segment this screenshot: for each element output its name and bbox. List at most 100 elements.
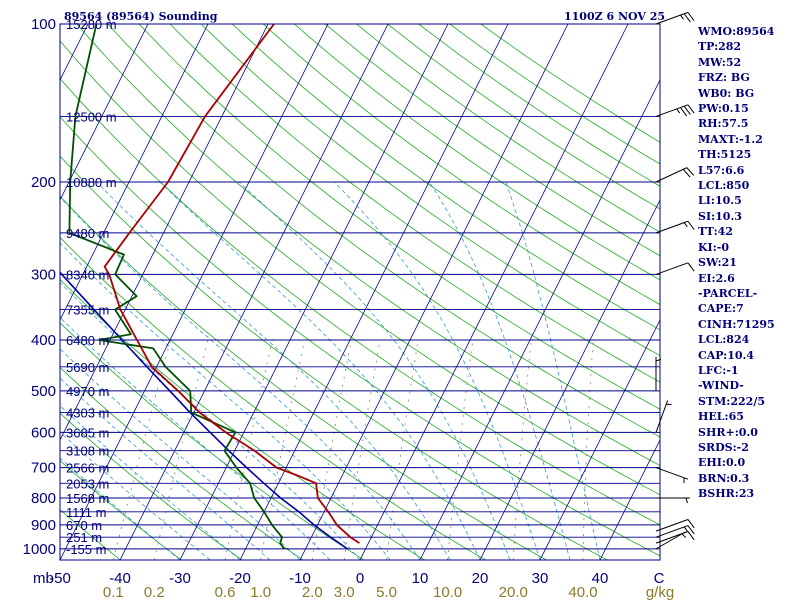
wind-barb-flag: [687, 519, 695, 529]
wind-barb: [655, 220, 695, 234]
moist-adiabat: [159, 181, 481, 560]
dry-adiabat: [325, 24, 660, 257]
isotherm: [179, 24, 449, 560]
index-item: LCL:850: [698, 179, 750, 193]
wind-barb-flag: [687, 525, 695, 535]
isotherm: [60, 24, 269, 441]
index-item: WB0: BG: [698, 86, 755, 100]
mixing-ratio-line: [311, 339, 352, 560]
dry-adiabat: [60, 509, 121, 560]
temperature-tick-label: -20: [229, 570, 251, 587]
mixing-ratio-label: 5.0: [376, 584, 397, 600]
wind-barb-shaft: [655, 531, 686, 550]
dry-adiabat: [60, 278, 425, 560]
pressure-tick-label: 500: [31, 383, 56, 400]
mixing-ratio-line: [224, 339, 273, 560]
wind-barb-flag: [687, 12, 695, 22]
profiles: [60, 24, 360, 550]
wind-barb-shaft: [655, 525, 689, 538]
dry-adiabat: [60, 322, 365, 560]
moist-adiabat: [60, 405, 241, 560]
moist-adiabat: [60, 431, 211, 560]
wind-barb-half-flag: [681, 533, 687, 538]
wind-barb: [655, 525, 695, 538]
dry-adiabat: [138, 24, 660, 410]
indices-panel: WMO:89564 TP:282 MW:52 FRZ: BG WB0: BG PW:0.1…: [698, 24, 798, 502]
pressure-tick-label: 700: [31, 460, 56, 477]
index-item: FRZ: BG: [698, 71, 750, 85]
height-label: 1111 m: [66, 505, 106, 520]
moist-adiabat: [60, 281, 361, 560]
moist-adiabat: [96, 181, 451, 560]
wind-barb-flag: [683, 13, 691, 23]
wind-barbs: [655, 11, 695, 550]
height-label: 3108 m: [66, 444, 109, 459]
wind-barb-half-flag: [683, 222, 688, 228]
temperature-tick-label: 0: [356, 570, 364, 587]
isotherm: [479, 199, 660, 560]
moist-adiabat: [429, 181, 571, 560]
mixing-ratio-line: [386, 339, 419, 560]
height-label: -155 m: [66, 542, 106, 557]
wind-barb-shaft: [655, 467, 689, 480]
wind-barb-shaft: [655, 104, 689, 117]
temperature-tick-label: -50: [49, 570, 71, 587]
mixing-ratio-label: 0.6: [215, 584, 236, 600]
height-label: 2053 m: [66, 476, 109, 491]
index-item: WMO:89564: [698, 25, 775, 38]
dewpoint-line: [68, 24, 285, 550]
dry-adiabat: [60, 78, 660, 526]
mixing-ratio-label: 1.0: [250, 584, 271, 600]
dry-adiabat: [60, 236, 486, 560]
temperature-tick-label: 30: [532, 570, 549, 587]
index-item: -WIND-: [698, 379, 744, 393]
wind-barb: [655, 262, 695, 275]
height-label: 5690 m: [66, 360, 109, 375]
wind-barb-shaft: [655, 167, 688, 183]
mixing-ratio-line: [512, 339, 532, 560]
wind-barb-flag: [686, 167, 695, 176]
index-item: L57:6.6: [698, 163, 745, 177]
pressure-tick-label: 100: [31, 16, 56, 33]
wind-barb-flag: [687, 220, 695, 230]
moist-adiabat: [60, 457, 181, 560]
wind-barb: [655, 11, 695, 25]
temperature-line: [103, 24, 360, 544]
height-label: 3685 m: [66, 425, 109, 440]
index-item: LFC:-1: [698, 363, 739, 377]
pressure-tick-label: 300: [31, 266, 56, 283]
pressure-tick-label: 900: [31, 517, 56, 534]
isotherm: [599, 439, 660, 560]
temperature-tick-label: 10: [412, 570, 429, 587]
wind-barb: [655, 467, 689, 484]
moist-adiabat: [60, 348, 301, 560]
height-label: 12500 m: [66, 109, 117, 124]
dry-adiabat: [107, 24, 660, 438]
wind-barb-shaft: [655, 531, 689, 544]
plot-frame: [59, 23, 661, 561]
index-item: CINH:71295: [698, 317, 775, 331]
index-item: HEL:65: [698, 410, 744, 424]
index-item: LI:10.5: [698, 194, 742, 208]
index-item: MW:52: [698, 55, 742, 69]
mixing-ratio-label: 40.0: [568, 584, 597, 600]
moist-adiabat: [60, 242, 391, 560]
index-item: BRN:0.3: [698, 471, 750, 485]
wind-barb-half-flag: [676, 108, 681, 114]
index-item: SHR+:0.0: [698, 425, 758, 439]
wind-barb-shaft: [655, 400, 669, 433]
wind-barb: [655, 531, 695, 544]
dry-adiabat: [60, 460, 182, 560]
pressure-tick-label: 400: [31, 332, 56, 349]
moist-adiabat: [505, 181, 601, 560]
mixing-ratio-line: [582, 339, 594, 560]
isotherm: [60, 24, 329, 560]
index-item: CAP:10.4: [698, 348, 755, 362]
wind-barb-half-flag: [680, 14, 684, 20]
temperature-tick-label: -10: [289, 570, 311, 587]
dry-adiabat: [60, 412, 243, 560]
index-item: EHI:0.0: [698, 456, 746, 470]
dry-adiabat: [60, 195, 547, 560]
